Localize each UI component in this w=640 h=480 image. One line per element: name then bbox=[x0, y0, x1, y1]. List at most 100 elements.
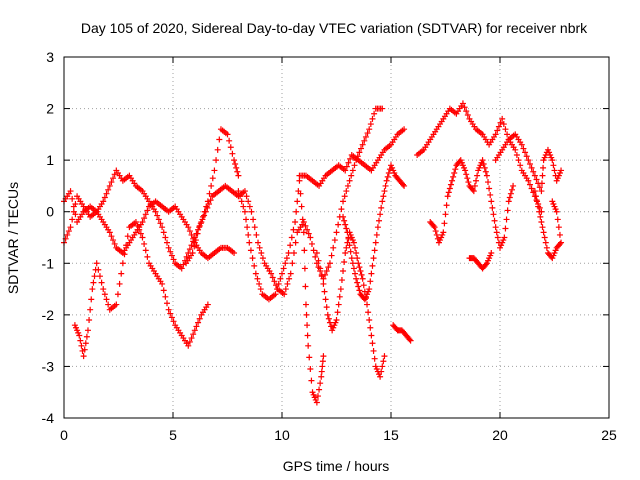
data-point-marker bbox=[532, 193, 539, 200]
data-point-marker bbox=[367, 121, 374, 128]
data-point-marker bbox=[321, 288, 328, 295]
data-point-marker bbox=[157, 220, 164, 227]
data-point-marker bbox=[351, 162, 358, 169]
data-point-marker bbox=[243, 216, 250, 223]
data-point-marker bbox=[292, 219, 299, 226]
data-point-marker bbox=[328, 252, 335, 259]
data-point-marker bbox=[246, 203, 253, 210]
data-point-marker bbox=[70, 208, 77, 215]
data-point-marker bbox=[141, 215, 148, 222]
data-point-marker bbox=[287, 242, 294, 249]
data-point-marker bbox=[299, 216, 306, 223]
data-point-marker bbox=[227, 144, 234, 151]
data-point-marker bbox=[314, 393, 321, 400]
data-point-marker bbox=[103, 296, 110, 303]
data-point-marker bbox=[318, 368, 325, 375]
data-point-marker bbox=[189, 249, 196, 256]
data-point-marker bbox=[124, 233, 131, 240]
data-point-marker bbox=[318, 273, 325, 280]
data-point-marker bbox=[106, 229, 113, 236]
data-point-marker bbox=[237, 193, 244, 200]
data-point-marker bbox=[399, 181, 406, 188]
y-tick-label: 1 bbox=[46, 152, 54, 168]
series-track-1 bbox=[61, 126, 242, 272]
data-point-marker bbox=[325, 264, 332, 271]
series-track-6 bbox=[296, 126, 408, 189]
data-point-marker bbox=[530, 168, 537, 175]
data-point-marker bbox=[69, 195, 76, 202]
y-tick-label: -3 bbox=[42, 358, 55, 374]
data-point-marker bbox=[367, 278, 374, 285]
data-point-marker bbox=[447, 181, 454, 188]
data-point-marker bbox=[365, 309, 372, 316]
data-point-marker bbox=[356, 149, 363, 156]
data-point-marker bbox=[235, 172, 242, 179]
data-point-marker bbox=[185, 224, 192, 231]
data-point-marker bbox=[482, 261, 489, 268]
data-point-marker bbox=[491, 217, 498, 224]
data-point-marker bbox=[378, 204, 385, 211]
data-point-marker bbox=[500, 121, 507, 128]
data-point-marker bbox=[64, 231, 71, 238]
data-point-marker bbox=[359, 275, 366, 282]
data-point-marker bbox=[368, 270, 375, 277]
data-point-marker bbox=[525, 157, 532, 164]
data-point-marker bbox=[522, 149, 529, 156]
data-point-marker bbox=[297, 190, 304, 197]
data-point-marker bbox=[482, 168, 489, 175]
data-point-marker bbox=[342, 249, 349, 256]
data-point-marker bbox=[293, 208, 300, 215]
data-point-marker bbox=[240, 203, 247, 210]
data-point-marker bbox=[213, 157, 220, 164]
data-point-marker bbox=[317, 265, 324, 272]
data-point-marker bbox=[322, 271, 329, 278]
chart-title: Day 105 of 2020, Sidereal Day-to-day VTE… bbox=[81, 20, 588, 36]
data-point-marker bbox=[282, 286, 289, 293]
data-point-marker bbox=[356, 287, 363, 294]
data-point-marker bbox=[551, 167, 558, 174]
data-point-marker bbox=[333, 317, 340, 324]
data-point-marker bbox=[72, 200, 79, 207]
data-point-marker bbox=[312, 253, 319, 260]
data-point-marker bbox=[385, 170, 392, 177]
data-point-marker bbox=[258, 249, 265, 256]
data-point-marker bbox=[322, 296, 329, 303]
data-point-marker bbox=[371, 110, 378, 117]
data-point-marker bbox=[431, 224, 438, 231]
data-point-marker bbox=[502, 225, 509, 232]
data-point-marker bbox=[357, 268, 364, 275]
data-point-marker bbox=[355, 260, 362, 267]
data-point-marker bbox=[490, 211, 497, 218]
data-point-marker bbox=[205, 200, 212, 207]
data-point-marker bbox=[471, 182, 478, 189]
data-point-marker bbox=[501, 234, 508, 241]
data-point-marker bbox=[364, 301, 371, 308]
data-point-marker bbox=[209, 175, 216, 182]
x-axis-label: GPS time / hours bbox=[283, 458, 390, 474]
series-track-5 bbox=[235, 177, 327, 406]
data-point-marker bbox=[192, 237, 199, 244]
data-point-marker bbox=[224, 131, 231, 138]
data-point-marker bbox=[111, 171, 118, 178]
data-point-marker bbox=[186, 338, 193, 345]
data-point-marker bbox=[194, 230, 201, 237]
data-point-marker bbox=[330, 244, 337, 251]
data-point-marker bbox=[288, 234, 295, 241]
data-point-marker bbox=[186, 246, 193, 253]
data-point-marker bbox=[100, 198, 107, 205]
data-point-marker bbox=[361, 137, 368, 144]
data-point-marker bbox=[106, 182, 113, 189]
data-point-marker bbox=[536, 208, 543, 215]
data-point-marker bbox=[343, 225, 350, 232]
data-point-marker bbox=[362, 133, 369, 140]
data-point-marker bbox=[253, 231, 260, 238]
data-point-marker bbox=[310, 247, 317, 254]
data-point-marker bbox=[325, 315, 332, 322]
data-point-marker bbox=[401, 126, 408, 133]
data-point-marker bbox=[539, 224, 546, 231]
data-point-marker bbox=[334, 309, 341, 316]
data-point-marker bbox=[202, 208, 209, 215]
data-point-marker bbox=[555, 224, 562, 231]
data-point-marker bbox=[483, 172, 490, 179]
data-point-marker bbox=[540, 164, 547, 171]
